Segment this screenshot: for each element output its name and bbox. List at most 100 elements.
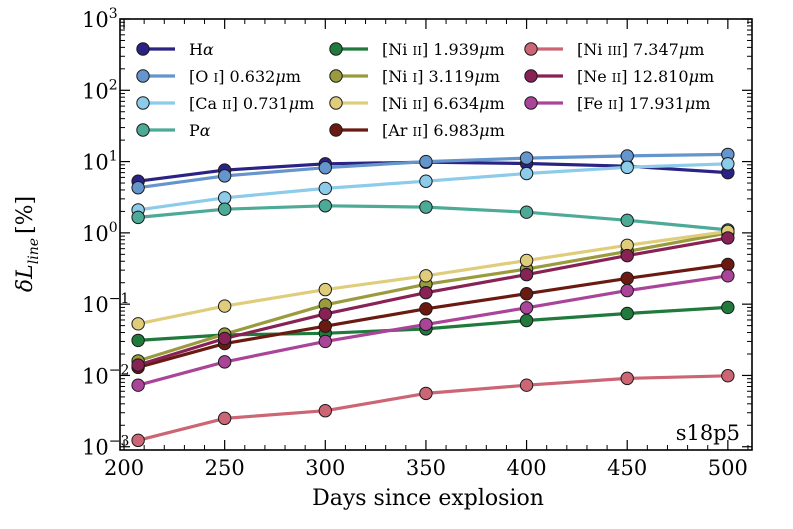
legend-item: [Ni I] 3.119μm <box>329 67 500 86</box>
legend-item: Hα <box>136 40 214 59</box>
data-point <box>620 283 634 298</box>
data-point <box>721 269 735 283</box>
legend-item: [Ca II] 0.731μm <box>136 94 314 113</box>
data-point <box>217 191 232 205</box>
data-point <box>131 433 145 448</box>
data-point <box>217 331 232 346</box>
data-point <box>318 161 332 175</box>
legend-item: Pα <box>136 121 211 140</box>
data-point <box>620 248 634 263</box>
legend-label: [Ni II] 1.939μm <box>382 40 505 59</box>
y-tick-label: 10−1 <box>82 291 129 317</box>
x-tick-label: 450 <box>607 456 647 480</box>
data-point <box>131 317 145 331</box>
data-point <box>131 358 145 372</box>
y-tick-label: 10−2 <box>82 362 129 388</box>
data-point <box>419 285 433 300</box>
data-point <box>131 210 145 225</box>
legend-label: [Fe II] 17.931μm <box>577 94 710 113</box>
data-point <box>419 302 433 316</box>
data-point <box>419 269 433 283</box>
x-tick-label: 300 <box>305 456 345 480</box>
data-point <box>620 213 634 228</box>
data-point <box>519 267 534 282</box>
y-tick-labels: 10−3 10−2 10−1 100 101 102 103 <box>82 6 129 460</box>
data-point <box>318 404 332 418</box>
data-point <box>519 205 534 219</box>
y-tick-label: 103 <box>82 6 118 32</box>
data-point <box>318 319 332 333</box>
data-point <box>620 371 634 386</box>
data-point <box>217 411 232 426</box>
legend-label: Pα <box>189 121 211 140</box>
data-point <box>217 355 232 369</box>
legend-swatch-marker <box>524 42 538 56</box>
data-point <box>620 306 634 321</box>
x-tick-label: 500 <box>708 456 748 480</box>
legend-label: [O I] 0.632μm <box>189 67 301 86</box>
series-group <box>131 147 735 448</box>
data-point <box>318 199 332 213</box>
y-tick-label: 101 <box>82 149 118 175</box>
y-axis-title-unit: [%] <box>13 196 38 234</box>
series-line <box>137 374 728 442</box>
legend-item: [Fe II] 17.931μm <box>524 94 710 113</box>
x-tick-label: 200 <box>104 456 144 480</box>
data-point <box>519 253 534 268</box>
data-point <box>721 369 735 383</box>
data-point <box>217 169 232 183</box>
legend-swatch-marker <box>136 69 150 83</box>
data-point <box>620 149 634 163</box>
legend-label: [Ne II] 12.810μm <box>577 67 714 86</box>
data-point <box>620 271 634 286</box>
legend-item: [Ne II] 12.810μm <box>524 67 714 86</box>
legend-item: [Ni II] 6.634μm <box>329 94 505 113</box>
data-point <box>419 200 433 214</box>
legend-label: [Ar II] 6.983μm <box>382 121 505 140</box>
plot-frame <box>119 18 753 451</box>
x-tick-labels: 200 250 300 350 400 450 500 <box>104 456 748 480</box>
data-point <box>318 334 332 349</box>
data-point <box>217 202 232 216</box>
legend-swatch-marker <box>329 69 343 83</box>
data-point <box>519 313 534 328</box>
legend-swatch-marker <box>136 42 150 56</box>
data-point <box>419 317 433 332</box>
tick-marks <box>120 18 752 451</box>
data-point <box>419 154 433 169</box>
x-axis-title: Days since explosion <box>312 486 544 511</box>
data-point <box>519 166 534 181</box>
series-8 <box>131 369 735 448</box>
data-point <box>721 231 735 245</box>
series-6 <box>131 224 735 331</box>
data-point <box>419 386 433 401</box>
legend-item: [Ni II] 1.939μm <box>329 40 505 59</box>
y-axis-title-sub: line <box>26 238 42 264</box>
y-axis-title: δLline [%] <box>13 196 42 292</box>
series-10 <box>131 269 735 392</box>
legend-item: [Ar II] 6.983μm <box>329 121 505 140</box>
data-point <box>131 333 145 348</box>
legend-label: [Ni I] 3.119μm <box>382 67 500 86</box>
legend-swatch-marker <box>136 123 150 137</box>
x-tick-label: 350 <box>406 456 446 480</box>
x-tick-label: 250 <box>205 456 245 480</box>
data-point <box>217 299 232 313</box>
data-point <box>721 300 735 315</box>
series-1 <box>131 147 735 195</box>
series-3 <box>131 199 735 237</box>
model-annotation: s18p5 <box>676 421 740 445</box>
legend-item: [O I] 0.632μm <box>136 67 301 86</box>
data-point <box>721 157 735 171</box>
data-point <box>721 257 735 272</box>
legend-swatch-marker <box>329 123 343 137</box>
y-tick-label: 100 <box>82 220 118 246</box>
series-line <box>137 262 729 369</box>
legend-label: Hα <box>189 40 214 59</box>
legend-label: [Ca II] 0.731μm <box>189 94 314 113</box>
data-point <box>318 181 332 196</box>
legend-item: [Ni III] 7.347μm <box>524 40 704 59</box>
data-point <box>519 301 534 315</box>
legend-swatch-marker <box>524 96 538 110</box>
